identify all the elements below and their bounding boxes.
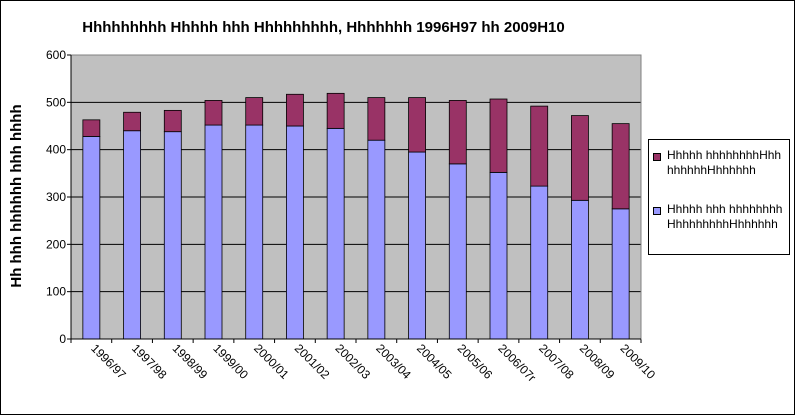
y-tick-label: 0 [59, 332, 66, 346]
y-tick-label: 400 [46, 143, 66, 157]
bar-segment [367, 97, 386, 141]
legend-swatch-bottom [653, 207, 661, 215]
bar-segment [286, 125, 304, 340]
x-tick-label: 2003/04 [373, 341, 414, 382]
x-tick-label: 2002/03 [333, 341, 374, 382]
x-tick-labels: 1996/97 1997/98 1998/99 1999/00 2000/01 2001/… [88, 341, 658, 384]
bar-segment [245, 97, 264, 126]
x-tick-label: 1997/98 [129, 341, 170, 382]
x-tick-label: 2000/01 [251, 341, 292, 382]
bar-segment [611, 123, 630, 210]
x-tick-label: 2009/10 [618, 341, 659, 382]
x-tick-label: 2008/09 [577, 341, 618, 382]
x-tick-label: 1998/99 [170, 341, 211, 382]
x-tick-label: 2006/07r [495, 341, 538, 384]
x-tick-label: 2001/02 [292, 341, 333, 382]
bar-segment [123, 111, 141, 132]
bar-segment [611, 208, 630, 340]
bar-segment [163, 109, 182, 133]
bar-segment [571, 199, 589, 340]
y-tick-label: 100 [46, 285, 66, 299]
bar-segment [448, 100, 467, 165]
bar-segment [326, 127, 345, 340]
chart-title: Hhhhhhhhh Hhhhh hhh Hhhhhhhhh, Hhhhhhh 1… [82, 19, 565, 36]
bar-segment [82, 119, 101, 137]
x-tick-label: 2005/06 [455, 341, 496, 382]
y-tick-label: 500 [46, 95, 66, 109]
legend-swatch-top [653, 153, 661, 161]
bar-segment [163, 131, 182, 340]
bar-segment [82, 136, 101, 340]
bars [70, 92, 642, 343]
legend-label-top: Hhhhh hhhhhhhhHhhhhhhhhHhhhhhh [667, 148, 782, 177]
bar-segment [204, 124, 223, 340]
bar-segment [571, 115, 589, 201]
y-tick-label: 600 [46, 48, 66, 62]
bar-segment [123, 130, 141, 340]
y-tick-label: 200 [46, 237, 66, 251]
bar-segment [408, 151, 426, 340]
bar-segment [489, 98, 508, 173]
legend: Hhhhh hhhhhhhhHhhhhhhhhHhhhhhh Hhhhh hhh… [648, 139, 790, 255]
bar-segment [448, 163, 467, 340]
y-tick-labels: 0 100 200 300 400 500 600 [46, 48, 66, 346]
bar-segment [204, 100, 223, 126]
y-tick-label: 300 [46, 190, 66, 204]
axes [67, 54, 642, 340]
bar-segment [367, 139, 386, 340]
x-tick-label: 1996/97 [88, 341, 129, 382]
bar-segment [245, 124, 264, 340]
bar-segment [326, 92, 345, 129]
bar-segment [489, 171, 508, 340]
bar-segment [286, 93, 304, 127]
x-tick-label: 2004/05 [414, 341, 455, 382]
legend-label-bottom: Hhhhh hhh hhhhhhhhHhhhhhhhhHhhhhhh [667, 202, 783, 231]
bar-segment [530, 185, 549, 340]
x-tick-label: 2007/08 [536, 341, 577, 382]
bar-segment [530, 105, 549, 187]
x-tick-label: 1999/00 [210, 341, 251, 382]
bar-segment [408, 97, 426, 153]
